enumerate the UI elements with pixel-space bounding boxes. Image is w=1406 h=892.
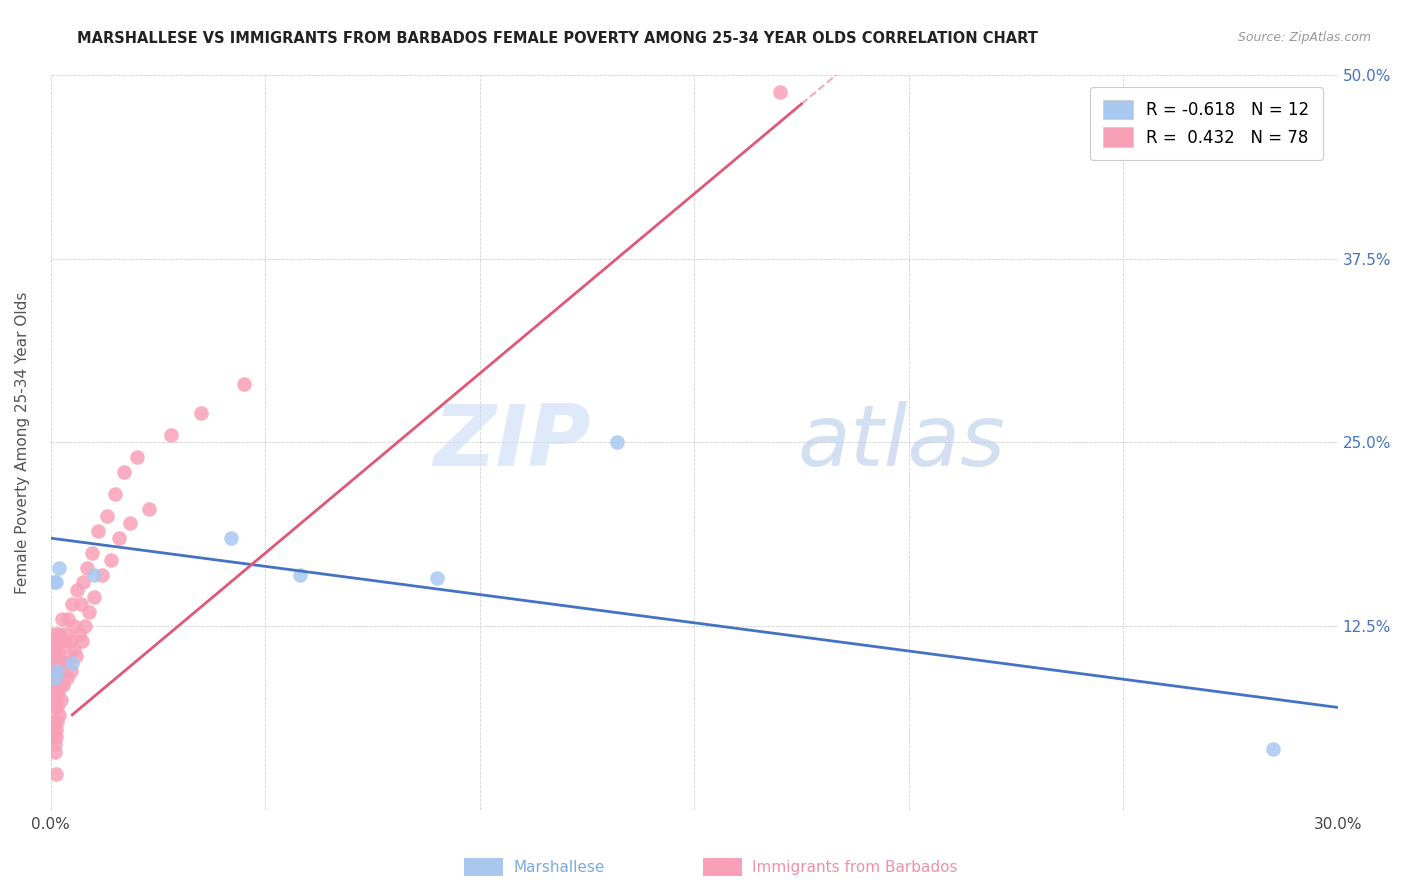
Point (83, 568, 105, 582)
Point (45, 715, 67, 730)
Point (80, 546, 103, 560)
Text: Marshallese: Marshallese (513, 860, 605, 874)
Point (44, 737, 66, 751)
Point (48, 560, 70, 574)
Point (44, 671, 66, 685)
Point (44, 745, 66, 759)
Point (60, 657, 83, 671)
Point (91, 568, 114, 582)
Point (44, 715, 66, 730)
Point (42, 678, 65, 692)
Point (49, 664, 72, 678)
Point (46, 700, 69, 714)
Point (45, 575, 67, 590)
Point (42, 657, 65, 671)
Point (56, 612, 79, 626)
Point (42, 693, 65, 707)
Point (219, 531, 242, 545)
Point (46, 686, 69, 700)
Point (58, 648, 80, 663)
Point (45, 641, 67, 656)
Point (120, 516, 142, 531)
Point (51, 612, 73, 626)
Point (42, 700, 65, 714)
Point (65, 648, 87, 663)
Text: Source: ZipAtlas.com: Source: ZipAtlas.com (1237, 31, 1371, 45)
Point (44, 664, 66, 678)
Y-axis label: Female Poverty Among 25-34 Year Olds: Female Poverty Among 25-34 Year Olds (15, 292, 30, 594)
Point (42, 730, 65, 744)
Text: ZIP: ZIP (433, 401, 592, 484)
Point (288, 568, 311, 582)
Point (46, 664, 69, 678)
Point (1263, 741, 1285, 756)
Point (41, 664, 63, 678)
Point (45, 766, 67, 780)
Point (76, 560, 98, 574)
Text: MARSHALLESE VS IMMIGRANTS FROM BARBADOS FEMALE POVERTY AMONG 25-34 YEAR OLDS COR: MARSHALLESE VS IMMIGRANTS FROM BARBADOS … (77, 31, 1038, 46)
Point (160, 428, 183, 442)
Point (190, 406, 212, 420)
Point (104, 487, 127, 501)
Point (44, 686, 66, 700)
Point (44, 700, 66, 714)
Text: atlas: atlas (797, 401, 1005, 484)
Point (42, 715, 65, 730)
Point (232, 376, 254, 391)
Text: Immigrants from Barbados: Immigrants from Barbados (752, 860, 957, 874)
Point (44, 575, 66, 590)
Point (48, 641, 70, 656)
Point (79, 605, 101, 619)
Point (53, 627, 76, 641)
Point (46, 634, 69, 648)
Point (45, 657, 67, 671)
Point (65, 582, 87, 597)
Point (45, 648, 67, 663)
Point (44, 627, 66, 641)
Point (52, 634, 75, 648)
Point (45, 634, 67, 648)
Point (83, 590, 105, 604)
Point (45, 678, 67, 692)
Point (60, 598, 83, 612)
Point (52, 678, 75, 692)
Point (426, 571, 449, 585)
Point (48, 627, 70, 641)
Point (49, 693, 72, 707)
Point (55, 657, 77, 671)
Point (138, 501, 160, 516)
Point (60, 664, 83, 678)
Point (53, 664, 76, 678)
Point (108, 531, 131, 545)
Point (45, 723, 67, 737)
Point (75, 619, 97, 633)
Point (96, 509, 118, 524)
Point (112, 465, 135, 479)
Point (87, 524, 110, 538)
Point (48, 707, 70, 722)
Point (70, 598, 93, 612)
Legend: R = -0.618   N = 12, R =  0.432   N = 78: R = -0.618 N = 12, R = 0.432 N = 78 (1090, 87, 1323, 160)
Point (70, 634, 93, 648)
Point (67, 627, 90, 641)
Point (45, 693, 67, 707)
Point (44, 648, 66, 663)
Point (72, 575, 94, 590)
Point (59, 634, 82, 648)
Point (46, 664, 69, 678)
Point (45, 730, 67, 744)
Point (51, 657, 73, 671)
Point (42, 641, 65, 656)
Point (63, 619, 86, 633)
Point (100, 553, 122, 567)
Point (606, 435, 628, 450)
Point (44, 671, 66, 685)
Point (55, 671, 77, 685)
Point (769, 85, 792, 99)
Point (49, 678, 72, 692)
Point (62, 641, 84, 656)
Point (44, 634, 66, 648)
Point (125, 450, 148, 465)
